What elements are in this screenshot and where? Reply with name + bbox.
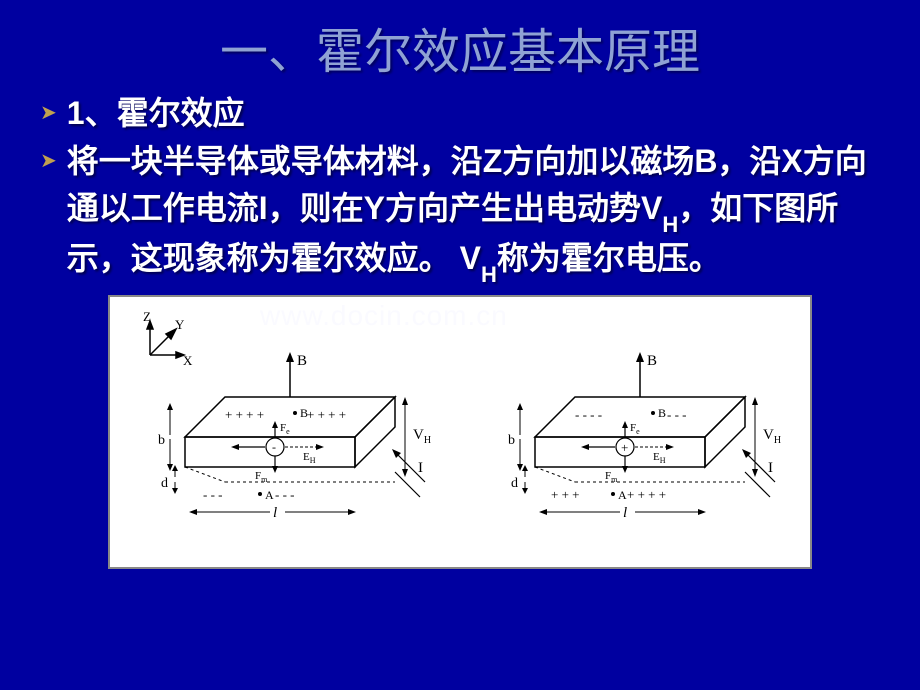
label-B-r: B <box>647 353 657 369</box>
figure-panel: Z Y X B + + + + B + + + + - - - A - - - <box>108 295 812 569</box>
Fm-left: Fm <box>255 470 268 484</box>
label-l-right: l <box>623 505 627 521</box>
watermark: www.docin.com.cn <box>260 300 508 332</box>
bullet-2-text: 将一块半导体或导体材料，沿Z方向加以磁场B，沿X方向通以工作电流I，则在Y方向产… <box>67 138 880 285</box>
axis-y: Y <box>175 317 185 332</box>
top-signs-right: - - - - <box>575 407 602 422</box>
b2-sub1: H <box>662 212 678 237</box>
bullet-marker-icon: ➤ <box>40 148 57 173</box>
label-B: B <box>297 353 307 369</box>
label-VH-left: VH <box>413 427 431 446</box>
b2-sub2: H <box>481 262 497 287</box>
bot-signs-right: + + + <box>551 487 580 502</box>
node-A-left: A <box>265 488 274 502</box>
charge-left: - <box>272 440 276 454</box>
charge-right: + <box>621 440 628 455</box>
title-text: 一、霍尔效应基本原理 <box>220 26 700 79</box>
EH-left: EH <box>303 451 316 465</box>
label-b-right: b <box>508 433 515 448</box>
Fe-right: Fe <box>630 422 640 436</box>
b2-part3: 称为霍尔电压。 <box>497 240 721 276</box>
label-l-left: l <box>273 505 277 521</box>
label-d-right: d <box>511 476 518 491</box>
bot-signs-left: - - - <box>203 487 223 502</box>
node-B-right: B <box>658 406 666 420</box>
bullet-1-text: 1、霍尔效应 <box>67 90 245 136</box>
bullet-2: ➤ 将一块半导体或导体材料，沿Z方向加以磁场B，沿X方向通以工作电流I，则在Y方… <box>40 138 880 285</box>
label-b-left: b <box>158 433 165 448</box>
slide-title: 一、霍尔效应基本原理 <box>0 0 920 90</box>
axis-z: Z <box>143 309 151 324</box>
top-signs-left2: + + + + <box>307 407 346 422</box>
Fm-right: Fm <box>605 470 618 484</box>
bullet-1: ➤ 1、霍尔效应 <box>40 90 880 136</box>
top-signs-right2: - - - <box>667 407 687 422</box>
node-A-right: A <box>618 488 627 502</box>
bot-signs-left2: - - - <box>275 487 295 502</box>
hall-diagram-right: B - - - - B - - - + + + A + + + + + Fe F… <box>475 307 795 557</box>
top-signs-left: + + + + <box>225 407 264 422</box>
bot-signs-right2: + + + + <box>627 487 666 502</box>
label-I-left: I <box>418 460 423 476</box>
EH-right: EH <box>653 451 666 465</box>
body: ➤ 1、霍尔效应 ➤ 将一块半导体或导体材料，沿Z方向加以磁场B，沿X方向通以工… <box>0 90 920 285</box>
hall-diagram-left: Z Y X B + + + + B + + + + - - - A - - - <box>125 307 445 557</box>
axis-x: X <box>183 353 193 368</box>
bullet-marker-icon: ➤ <box>40 100 57 125</box>
label-I-right: I <box>768 460 773 476</box>
label-VH-right: VH <box>763 427 781 446</box>
label-d-left: d <box>161 476 168 491</box>
Fe-left: Fe <box>280 422 290 436</box>
